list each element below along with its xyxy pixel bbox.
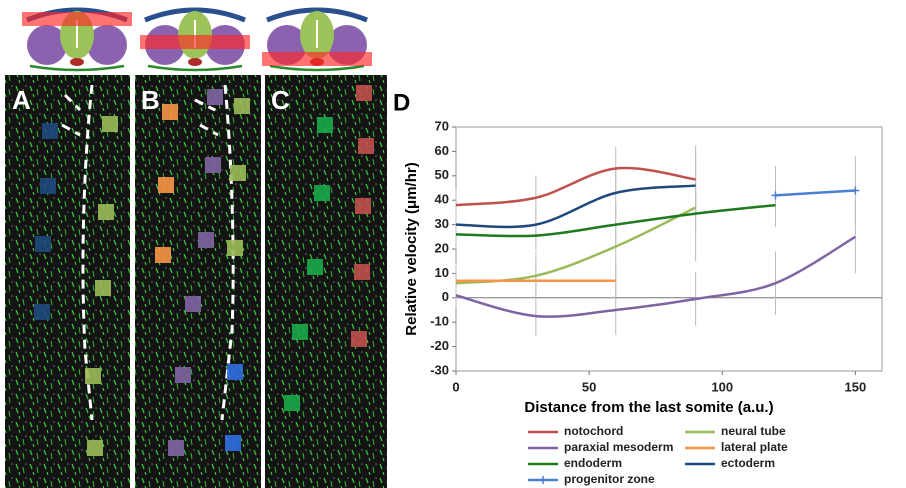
panel-label: C	[271, 85, 290, 115]
marker	[851, 186, 860, 195]
x-tick-label: 0	[452, 379, 459, 394]
tracking-square	[102, 116, 118, 132]
legend-label: neural tube	[721, 424, 786, 438]
tracking-square	[317, 117, 333, 133]
tracking-square	[185, 296, 201, 312]
y-tick-label: -10	[430, 314, 449, 329]
section-band	[140, 35, 250, 49]
micrograph-c	[265, 75, 387, 488]
legend-label: endoderm	[564, 456, 622, 470]
y-tick-label: -30	[430, 362, 449, 377]
tracking-square	[225, 435, 241, 451]
somite	[87, 25, 127, 65]
tracking-square	[162, 104, 178, 120]
panel-label: B	[141, 85, 160, 115]
chart: -30 -20 -10 0 10 20 30 40 50 60 70 0 50 100 150 Distanc…	[403, 118, 883, 486]
tracking-square	[207, 89, 223, 105]
y-tick-label: -20	[430, 338, 449, 353]
tracking-square	[227, 364, 243, 380]
cross-sections	[22, 7, 372, 72]
y-tick-label: 60	[435, 143, 449, 158]
micrograph-b	[135, 75, 261, 488]
tracking-square	[354, 264, 370, 280]
cross-section	[140, 7, 250, 72]
y-tick-label: 20	[435, 240, 449, 255]
somite	[27, 25, 67, 65]
tracking-squares	[34, 85, 374, 456]
section-band	[262, 52, 372, 66]
endoderm	[29, 64, 125, 72]
y-tick-label: 0	[442, 289, 449, 304]
tracking-square	[198, 232, 214, 248]
legend-label: paraxial mesoderm	[564, 440, 673, 454]
tracking-square	[34, 304, 50, 320]
series-line	[455, 235, 857, 318]
y-tick-label: 30	[435, 216, 449, 231]
tracking-square	[234, 98, 250, 114]
x-tick-label: 100	[711, 379, 733, 394]
x-tick-label: 50	[582, 379, 596, 394]
notochord	[188, 58, 202, 66]
tracking-square	[95, 280, 111, 296]
ectoderm-arch	[266, 7, 368, 23]
cross-section	[262, 7, 372, 72]
endoderm	[147, 64, 243, 72]
y-tick-label: 70	[435, 118, 449, 133]
tracking-square	[284, 395, 300, 411]
tracking-square	[35, 236, 51, 252]
legend-marker	[539, 476, 547, 484]
tracking-square	[85, 368, 101, 384]
boundary	[61, 84, 94, 421]
notochord	[70, 58, 84, 66]
tracking-square	[40, 178, 56, 194]
tracking-square	[351, 331, 367, 347]
legend-label: progenitor zone	[564, 472, 655, 486]
series-line	[455, 166, 696, 207]
tracking-square	[227, 240, 243, 256]
panel-label: D	[393, 89, 410, 116]
y-tick-label: 50	[435, 167, 449, 182]
legend-label: lateral plate	[721, 440, 788, 454]
legend-label: notochord	[564, 424, 623, 438]
legend-label: ectoderm	[721, 456, 775, 470]
tracking-square	[314, 185, 330, 201]
series-line	[455, 184, 696, 229]
x-tick-label: 150	[845, 379, 867, 394]
panel-label: A	[12, 85, 31, 115]
y-tick-label: 40	[435, 192, 449, 207]
cross-section	[22, 7, 132, 72]
ectoderm-arch	[144, 7, 246, 23]
micrographs: A B C	[5, 75, 387, 488]
tracking-square	[356, 85, 372, 101]
tracking-square	[175, 367, 191, 383]
micrograph-a	[5, 75, 130, 488]
y-axis-label: Relative velocity (μm/hr)	[403, 162, 420, 335]
tracking-square	[292, 324, 308, 340]
tracking-square	[230, 165, 246, 181]
tracking-square	[155, 247, 171, 263]
tracking-square	[358, 138, 374, 154]
boundary	[194, 84, 235, 421]
tracking-square	[307, 259, 323, 275]
marker	[771, 191, 780, 200]
tracking-square	[205, 157, 221, 173]
section-band	[22, 12, 132, 26]
x-axis-label: Distance from the last somite (a.u.)	[524, 399, 773, 416]
tracking-square	[42, 123, 58, 139]
tracking-square	[98, 204, 114, 220]
y-tick-label: 10	[435, 265, 449, 280]
series-line	[775, 189, 856, 197]
tracking-square	[158, 177, 174, 193]
endoderm	[269, 64, 365, 72]
tracking-square	[87, 440, 103, 456]
series-line	[455, 203, 776, 238]
tracking-square	[355, 198, 371, 214]
tracking-square	[168, 440, 184, 456]
